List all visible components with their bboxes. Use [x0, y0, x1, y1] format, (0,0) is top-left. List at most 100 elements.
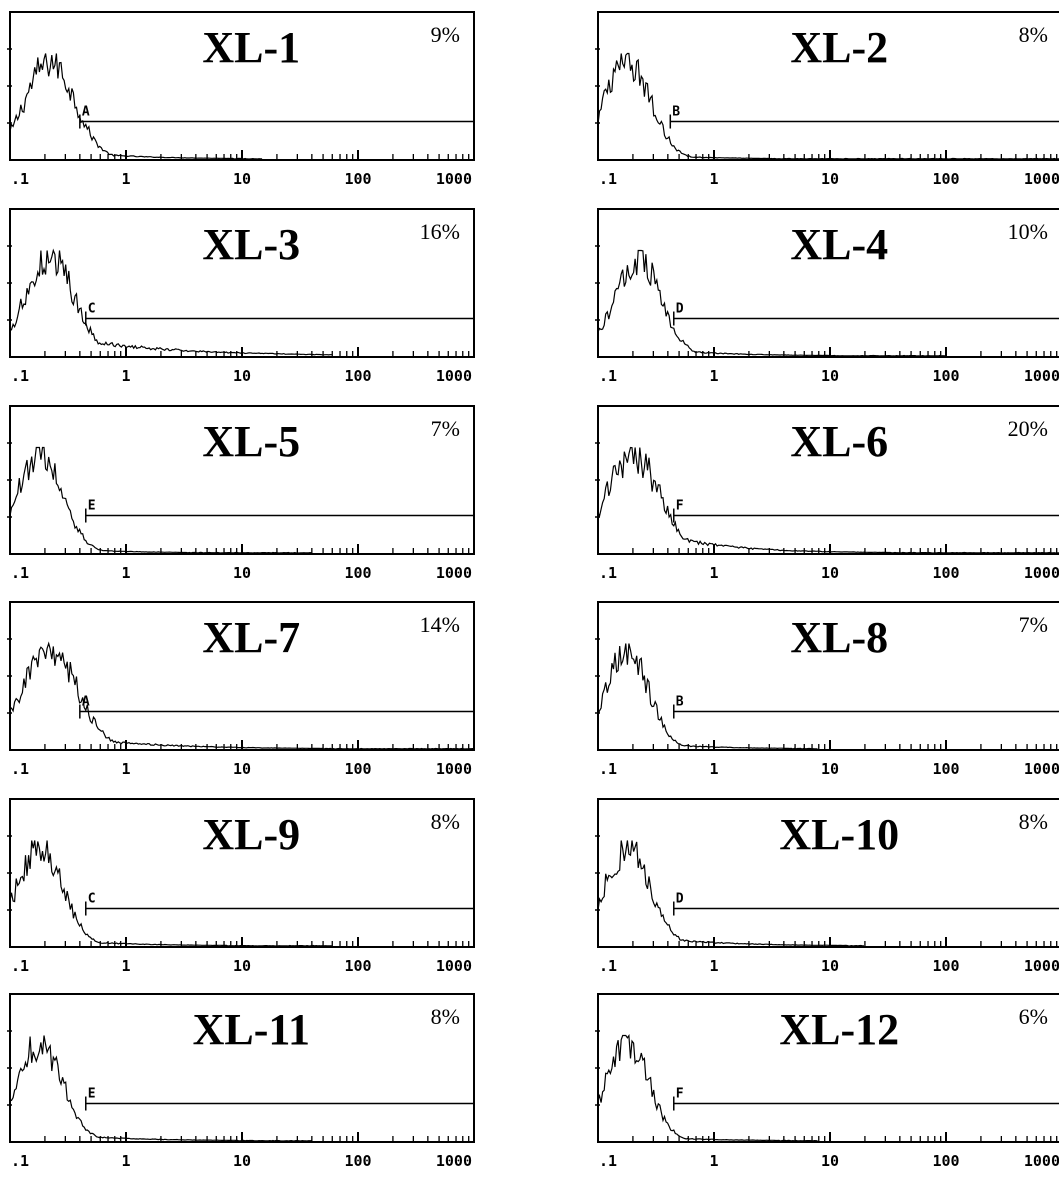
x-tick-label: 10 — [233, 760, 251, 778]
x-tick-label: 1000 — [1024, 367, 1059, 385]
x-tick-label: 100 — [932, 1152, 959, 1170]
histogram-trace — [9, 248, 332, 356]
x-tick-label: 10 — [233, 170, 251, 188]
x-tick-label: 100 — [932, 367, 959, 385]
x-tick-label: 1 — [709, 564, 718, 582]
x-tick-label: 1 — [121, 170, 130, 188]
histogram-panel: .1 1 10 100 1000 XL-9 8% C — [7, 798, 475, 975]
x-tick-label: 1 — [709, 170, 718, 188]
histogram-trace — [597, 643, 818, 750]
x-tick-label: .1 — [11, 957, 29, 975]
histogram-panel: .1 1 10 100 1000 XL-3 16% C — [7, 208, 475, 385]
histogram-trace — [9, 840, 332, 947]
percent-positive: 10% — [1008, 219, 1048, 244]
x-tick-label: 1 — [121, 760, 130, 778]
x-tick-label: 100 — [344, 564, 371, 582]
x-tick-label: .1 — [599, 564, 617, 582]
x-tick-label: 1000 — [436, 170, 472, 188]
x-tick-label: 100 — [344, 760, 371, 778]
x-tick-label: 10 — [821, 1152, 839, 1170]
x-tick-label: 100 — [344, 367, 371, 385]
x-tick-label: 1000 — [1024, 760, 1059, 778]
gate-label: E — [88, 1087, 96, 1102]
panel-title: XL-5 — [202, 417, 300, 466]
x-tick-label: .1 — [599, 170, 617, 188]
x-tick-label: .1 — [599, 1152, 617, 1170]
percent-positive: 8% — [1019, 22, 1048, 47]
x-tick-label: 100 — [932, 170, 959, 188]
percent-positive: 6% — [1019, 1004, 1048, 1029]
percent-positive: 7% — [1019, 612, 1048, 637]
x-tick-label: 10 — [233, 957, 251, 975]
histogram-trace — [597, 840, 864, 947]
x-tick-label: 1000 — [1024, 957, 1059, 975]
panel-title: XL-10 — [779, 810, 899, 859]
gate-label: D — [676, 892, 684, 907]
histogram-trace — [597, 249, 946, 357]
histogram-panel: .1 1 10 100 1000 XL-1 9% A — [7, 11, 475, 188]
x-tick-label: 100 — [932, 760, 959, 778]
histogram-panel: .1 1 10 100 1000 XL-2 8% B — [595, 11, 1059, 188]
x-tick-label: 10 — [233, 564, 251, 582]
gate-label: C — [88, 302, 96, 317]
x-tick-label: 1000 — [436, 367, 472, 385]
x-tick-label: 100 — [344, 170, 371, 188]
gate-label: F — [676, 499, 684, 514]
histogram-panel: .1 1 10 100 1000 XL-5 7% E — [7, 405, 475, 582]
gate-label: B — [672, 105, 680, 120]
x-tick-label: 10 — [233, 367, 251, 385]
histogram-trace — [9, 1035, 312, 1142]
x-tick-label: 1000 — [436, 1152, 472, 1170]
x-tick-label: 1000 — [436, 957, 472, 975]
histogram-panel: .1 1 10 100 1000 XL-10 8% D — [595, 798, 1059, 975]
histogram-panel: .1 1 10 100 1000 XL-4 10% D — [595, 208, 1059, 385]
x-tick-label: 1 — [709, 367, 718, 385]
panel-title: XL-9 — [202, 810, 300, 859]
x-tick-label: 1 — [121, 367, 130, 385]
histogram-panel: .1 1 10 100 1000 XL-8 7% B — [595, 601, 1059, 778]
gate-label: B — [676, 695, 684, 710]
x-tick-label: 10 — [821, 760, 839, 778]
panel-title: XL-8 — [790, 613, 888, 662]
percent-positive: 7% — [431, 416, 460, 441]
x-tick-label: .1 — [599, 367, 617, 385]
panel-title: XL-7 — [202, 613, 300, 662]
percent-positive: 16% — [420, 219, 460, 244]
x-tick-label: 1 — [121, 564, 130, 582]
x-tick-label: .1 — [11, 170, 29, 188]
histogram-trace — [9, 53, 263, 160]
x-tick-label: .1 — [11, 760, 29, 778]
histogram-trace — [597, 1033, 818, 1142]
gate-label: A — [82, 695, 90, 710]
x-tick-label: 1 — [709, 957, 718, 975]
percent-positive: 20% — [1008, 416, 1048, 441]
panel-title: XL-2 — [790, 23, 888, 72]
x-tick-label: 10 — [821, 564, 839, 582]
panel-title: XL-1 — [202, 23, 300, 72]
percent-positive: 8% — [431, 809, 460, 834]
histogram-panel: .1 1 10 100 1000 XL-6 20% F — [595, 405, 1059, 582]
histogram-panel: .1 1 10 100 1000 XL-11 8% E — [7, 993, 475, 1170]
histogram-panel: .1 1 10 100 1000 XL-12 6% F — [595, 993, 1059, 1170]
x-tick-label: .1 — [11, 367, 29, 385]
percent-positive: 9% — [431, 22, 460, 47]
histogram-trace — [9, 446, 312, 554]
panel-title: XL-4 — [790, 220, 888, 269]
x-tick-label: .1 — [599, 760, 617, 778]
percent-positive: 8% — [431, 1004, 460, 1029]
x-tick-label: .1 — [599, 957, 617, 975]
x-tick-label: 1000 — [1024, 170, 1059, 188]
x-tick-label: 100 — [344, 1152, 371, 1170]
x-tick-label: 1 — [121, 957, 130, 975]
percent-positive: 8% — [1019, 809, 1048, 834]
gate-label: D — [676, 302, 684, 317]
histogram-trace — [597, 52, 1059, 160]
percent-positive: 14% — [420, 612, 460, 637]
gate-label: A — [82, 105, 90, 120]
x-tick-label: 100 — [932, 564, 959, 582]
gate-label: C — [88, 892, 96, 907]
x-tick-label: 10 — [821, 170, 839, 188]
x-tick-label: .1 — [11, 564, 29, 582]
panel-title: XL-12 — [779, 1005, 899, 1054]
